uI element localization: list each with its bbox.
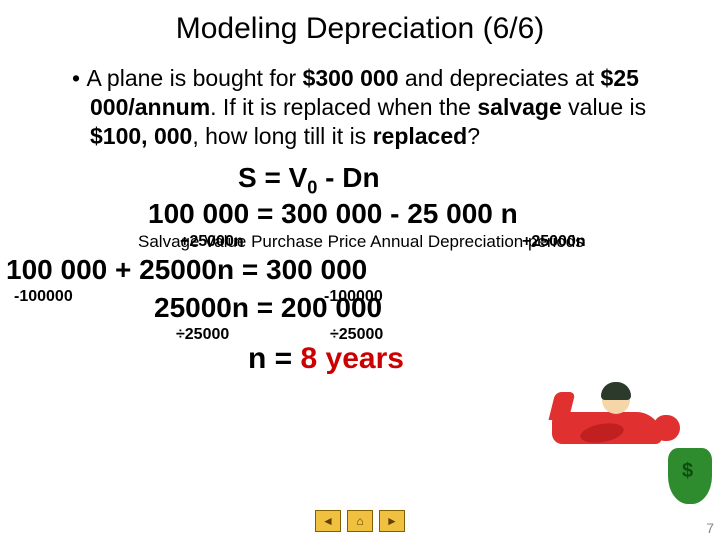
slide-title: Modeling Depreciation (6/6) xyxy=(0,0,720,46)
formula-line: S = V0 - Dn xyxy=(238,162,380,199)
txt: . If it is replaced when the xyxy=(210,94,477,120)
txt: ? xyxy=(467,123,480,149)
op-sub-left: -100000 xyxy=(14,288,73,306)
replaced-word: replaced xyxy=(373,123,468,149)
bullet-text: • A plane is bought for $300 000 and dep… xyxy=(0,46,720,150)
nav-back-button[interactable]: ◄ xyxy=(315,510,341,532)
purchase-price: $300 000 xyxy=(303,65,399,91)
eq4: 25000n = 200 000 xyxy=(154,292,382,324)
ans-n: n = xyxy=(248,342,301,375)
op-div-left: ÷25000 xyxy=(176,326,229,344)
nav-buttons: ◄ ⌂ ► xyxy=(315,510,405,532)
txt: A plane is bought for xyxy=(86,65,302,91)
txt: value is xyxy=(562,94,646,120)
nav-forward-button[interactable]: ► xyxy=(379,510,405,532)
term-labels: Salvage Value Purchase Price Annual Depr… xyxy=(138,232,584,252)
txt: and depreciates at xyxy=(399,65,601,91)
txt: , how long till it is xyxy=(192,123,372,149)
answer-line: n = 8 years xyxy=(248,342,404,376)
eq1-sub: 0 xyxy=(307,178,317,198)
ans-value: 8 years xyxy=(301,342,404,375)
eq3: 100 000 + 25000n = 300 000 xyxy=(6,254,367,286)
eq1-post: - Dn xyxy=(317,162,379,193)
eq1-pre: S = V xyxy=(238,162,307,193)
nav-home-button[interactable]: ⌂ xyxy=(347,510,373,532)
dollar-mascot xyxy=(668,448,712,504)
eq2: 100 000 = 300 000 - 25 000 n xyxy=(148,198,518,230)
page-number: 7 xyxy=(706,520,714,536)
salvage-word: salvage xyxy=(477,94,561,120)
salvage-value: $100, 000 xyxy=(90,123,192,149)
